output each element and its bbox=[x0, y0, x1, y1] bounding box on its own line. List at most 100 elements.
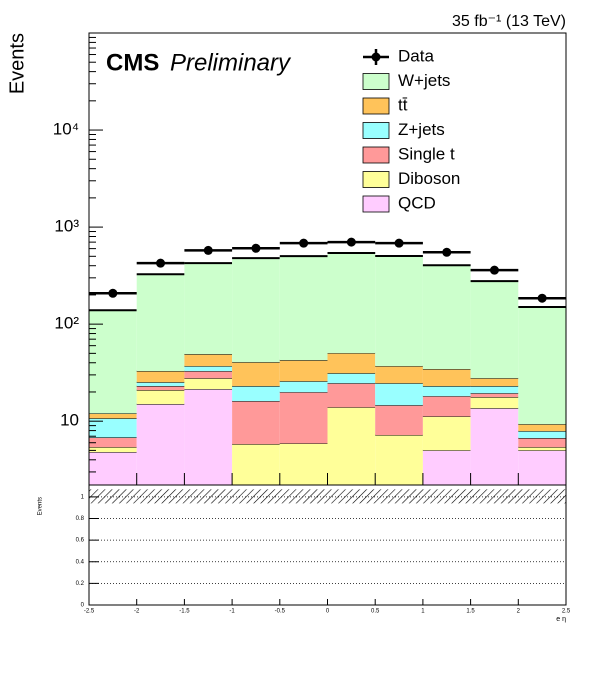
stack-segment bbox=[89, 447, 137, 453]
stack-segment bbox=[327, 252, 376, 354]
data-point bbox=[489, 265, 499, 275]
stack-segment bbox=[136, 382, 185, 387]
stack-segment bbox=[89, 413, 137, 419]
stack-segment bbox=[232, 386, 280, 402]
stack-segment bbox=[422, 369, 471, 387]
stack-segment bbox=[279, 360, 328, 382]
stack-segment bbox=[89, 418, 137, 438]
stack-segment bbox=[327, 407, 376, 485]
legend-marker bbox=[371, 52, 381, 62]
stack-segment bbox=[375, 366, 423, 384]
stack-segment bbox=[470, 408, 519, 485]
legend-swatch bbox=[362, 146, 390, 164]
x-tick-label: -2 bbox=[134, 609, 140, 615]
stack-segment bbox=[470, 386, 519, 394]
stack-segment bbox=[136, 390, 185, 405]
stack-segment bbox=[518, 450, 566, 485]
stack-segment bbox=[184, 378, 233, 390]
stack-segment bbox=[375, 383, 423, 406]
legend-label: W+jets bbox=[398, 71, 450, 90]
data-point bbox=[108, 288, 118, 298]
stack-segment bbox=[136, 404, 185, 485]
ratio-y-label: Events bbox=[38, 497, 44, 515]
stack-segment bbox=[279, 381, 328, 393]
y-tick-label: 10³ bbox=[54, 217, 79, 236]
legend-swatch bbox=[362, 122, 390, 139]
data-point bbox=[251, 243, 261, 253]
data-point bbox=[156, 258, 166, 268]
stack-segment bbox=[422, 416, 471, 451]
stack-segment bbox=[518, 438, 566, 448]
x-tick-label: -1 bbox=[229, 609, 235, 615]
stack-segment bbox=[184, 354, 233, 367]
stack-segment bbox=[470, 393, 519, 398]
stack-segment bbox=[470, 378, 519, 387]
data-point bbox=[442, 247, 452, 257]
stack-segment bbox=[232, 401, 280, 445]
y-axis-label: Events bbox=[6, 33, 28, 94]
stack-segment bbox=[232, 444, 280, 485]
legend-swatch bbox=[362, 97, 390, 115]
stack-segment bbox=[422, 450, 471, 485]
stack-segment bbox=[327, 373, 376, 384]
legend-label: Single t bbox=[398, 144, 455, 163]
y-tick-label: 0.2 bbox=[76, 581, 85, 587]
stack-segment bbox=[279, 392, 328, 444]
legend-swatch bbox=[362, 195, 390, 213]
data-point bbox=[394, 238, 404, 248]
plot-area bbox=[89, 237, 566, 584]
legend-swatch bbox=[362, 73, 390, 90]
stack-segment bbox=[184, 389, 233, 485]
data-point bbox=[346, 237, 356, 247]
legend-label: Diboson bbox=[398, 169, 460, 188]
stack-segment bbox=[327, 353, 376, 374]
stack-segment bbox=[136, 386, 185, 391]
stack-segment bbox=[375, 405, 423, 436]
stack-segment bbox=[184, 366, 233, 372]
stack-segment bbox=[375, 435, 423, 485]
x-tick-label: -1.5 bbox=[179, 609, 190, 615]
y-tick-label: 0.4 bbox=[76, 559, 85, 565]
legend-label: QCD bbox=[398, 193, 436, 212]
stack-segment bbox=[470, 281, 519, 379]
stack-segment bbox=[136, 274, 185, 372]
x-tick-label: 2 bbox=[517, 609, 521, 615]
stack-segment bbox=[375, 256, 423, 367]
stack-segment bbox=[518, 431, 566, 439]
y-tick-label: 0.6 bbox=[76, 538, 85, 544]
stack-segment bbox=[470, 397, 519, 409]
stack-segment bbox=[136, 371, 185, 383]
stack-segment bbox=[279, 256, 328, 361]
y-tick-label: 10² bbox=[54, 314, 79, 333]
stack-segment bbox=[422, 386, 471, 397]
y-tick-label: 10⁴ bbox=[53, 120, 79, 139]
x-tick-label: 0.5 bbox=[371, 609, 380, 615]
ratio-x-label: e η bbox=[556, 616, 566, 623]
stack-segment bbox=[89, 452, 137, 485]
status-label: Preliminary bbox=[170, 49, 292, 76]
y-tick-label: 0 bbox=[81, 603, 85, 609]
stack-segment bbox=[89, 310, 137, 414]
y-tick-label: 0.8 bbox=[76, 516, 85, 522]
stack-segment bbox=[518, 424, 566, 432]
data-point bbox=[299, 238, 309, 248]
stack-segment bbox=[232, 258, 280, 363]
y-tick-label: 1 bbox=[81, 494, 85, 500]
x-tick-label: 1 bbox=[421, 609, 425, 615]
x-tick-label: -0.5 bbox=[275, 609, 286, 615]
legend-label: Z+jets bbox=[398, 120, 445, 139]
x-tick-label: 2.5 bbox=[562, 609, 571, 615]
cms-label: CMS bbox=[106, 49, 159, 76]
stack-segment bbox=[422, 396, 471, 417]
stack-segment bbox=[279, 443, 328, 485]
x-tick-label: -2.5 bbox=[84, 609, 95, 615]
stack-segment bbox=[518, 447, 566, 451]
data-point bbox=[537, 293, 547, 303]
stack-segment bbox=[89, 437, 137, 448]
legend-label: Data bbox=[398, 46, 434, 65]
stack-segment bbox=[232, 362, 280, 387]
stack-segment bbox=[327, 383, 376, 408]
uncertainty-band bbox=[89, 489, 566, 504]
stack-segment bbox=[184, 371, 233, 379]
